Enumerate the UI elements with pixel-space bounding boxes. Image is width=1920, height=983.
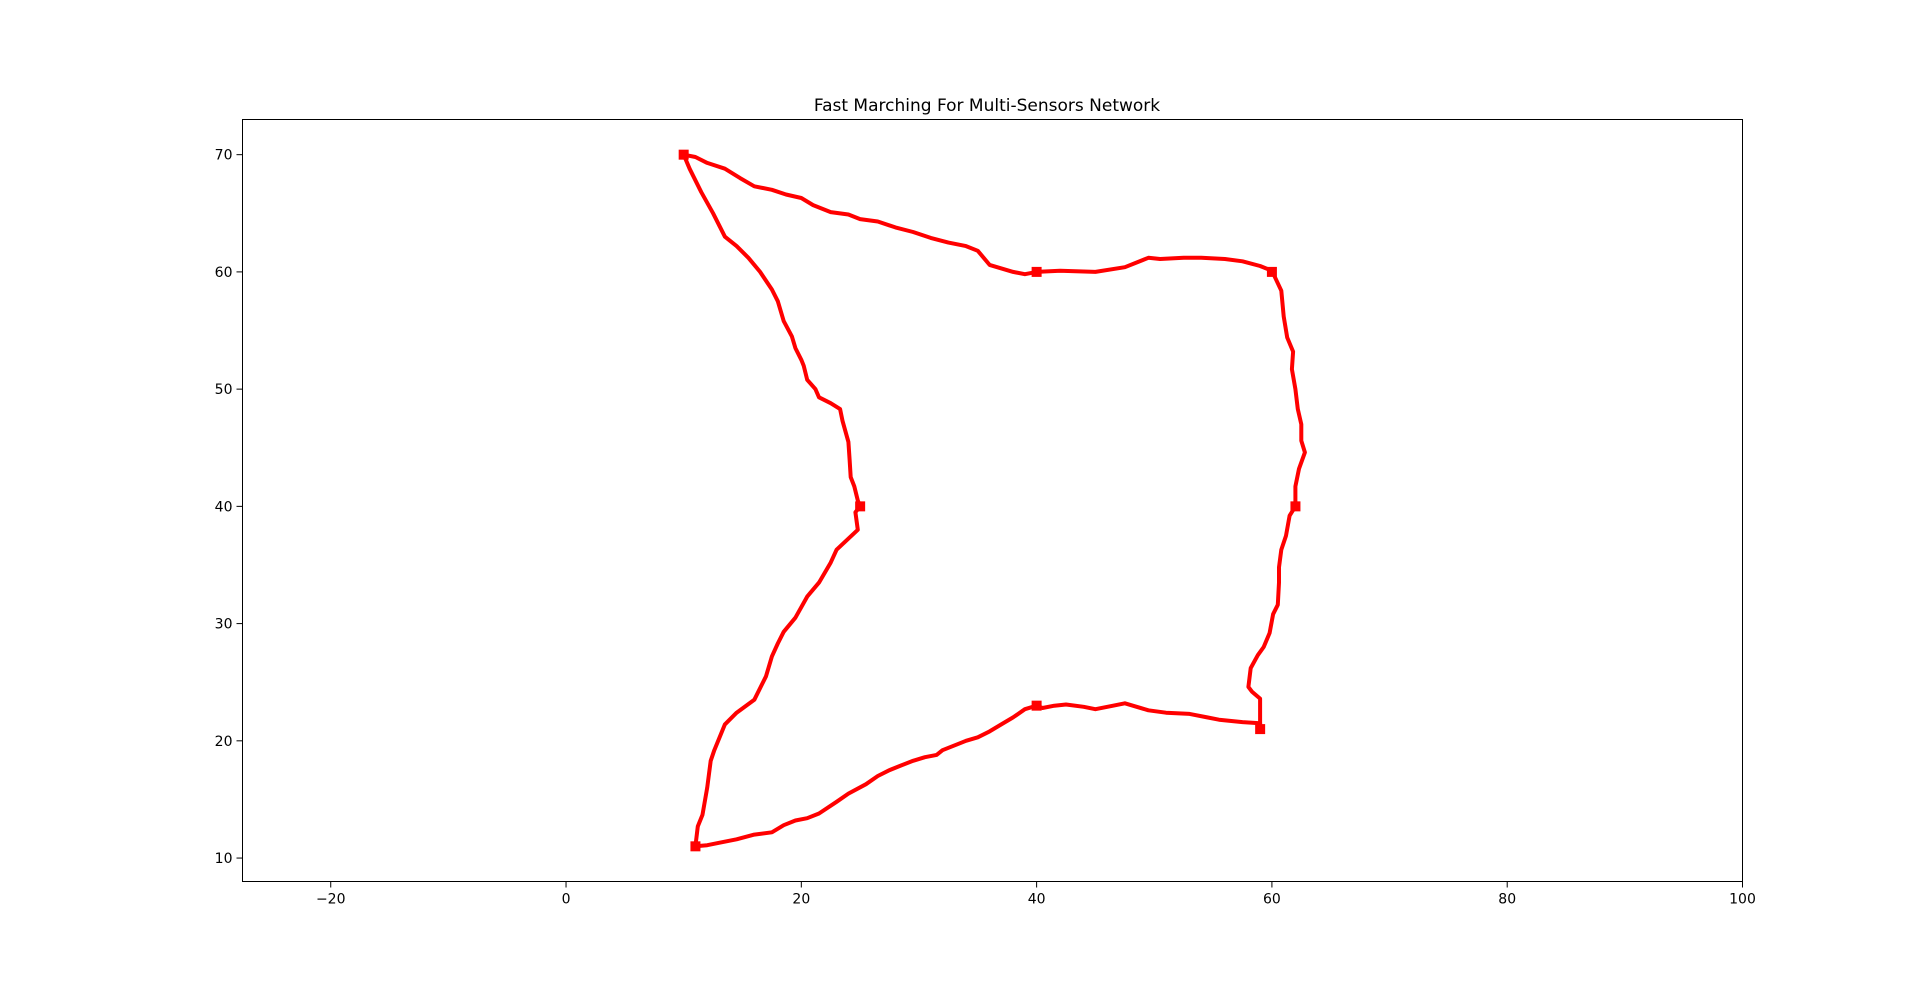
sensor-marker-5	[1255, 724, 1266, 735]
y-tick-label: 10	[215, 851, 233, 867]
x-tick-label: 60	[1263, 892, 1281, 908]
path-segment-5	[693, 504, 863, 849]
sensor-marker-2	[1031, 266, 1042, 277]
sensor-marker-8	[855, 501, 866, 512]
path-segment-6	[681, 152, 863, 509]
sensor-marker-7	[690, 841, 701, 852]
sensor-marker-1	[678, 149, 689, 160]
path-segment-4	[693, 701, 1263, 849]
chart-title: Fast Marching For Multi-Sensors Network	[814, 96, 1160, 116]
y-tick-label: 30	[215, 617, 233, 633]
path-segment-2	[1034, 255, 1307, 509]
x-tick-label: 20	[792, 892, 810, 908]
sensor-marker-4	[1290, 501, 1301, 512]
axis-ticks: −20 0 20 40 60 80 100 10 20 30 40 50 60 70	[215, 148, 1756, 908]
plot-frame	[242, 119, 1743, 882]
y-tick-label: 70	[215, 148, 233, 164]
y-tick-label: 40	[215, 499, 233, 515]
x-tick-label: 40	[1028, 892, 1046, 908]
path-segment-1	[681, 152, 1039, 277]
x-tick-label: 80	[1498, 892, 1516, 908]
x-tick-label: 0	[562, 892, 571, 908]
sensor-markers	[678, 149, 1301, 852]
x-tick-label: 100	[1729, 892, 1756, 908]
path-lines	[681, 152, 1307, 849]
sensor-marker-3	[1266, 266, 1277, 277]
x-tick-label: −20	[316, 892, 346, 908]
y-tick-label: 20	[215, 734, 233, 750]
path-segment-3	[1246, 504, 1298, 732]
y-tick-label: 50	[215, 382, 233, 398]
sensor-marker-6	[1031, 700, 1042, 711]
y-tick-label: 60	[215, 265, 233, 281]
